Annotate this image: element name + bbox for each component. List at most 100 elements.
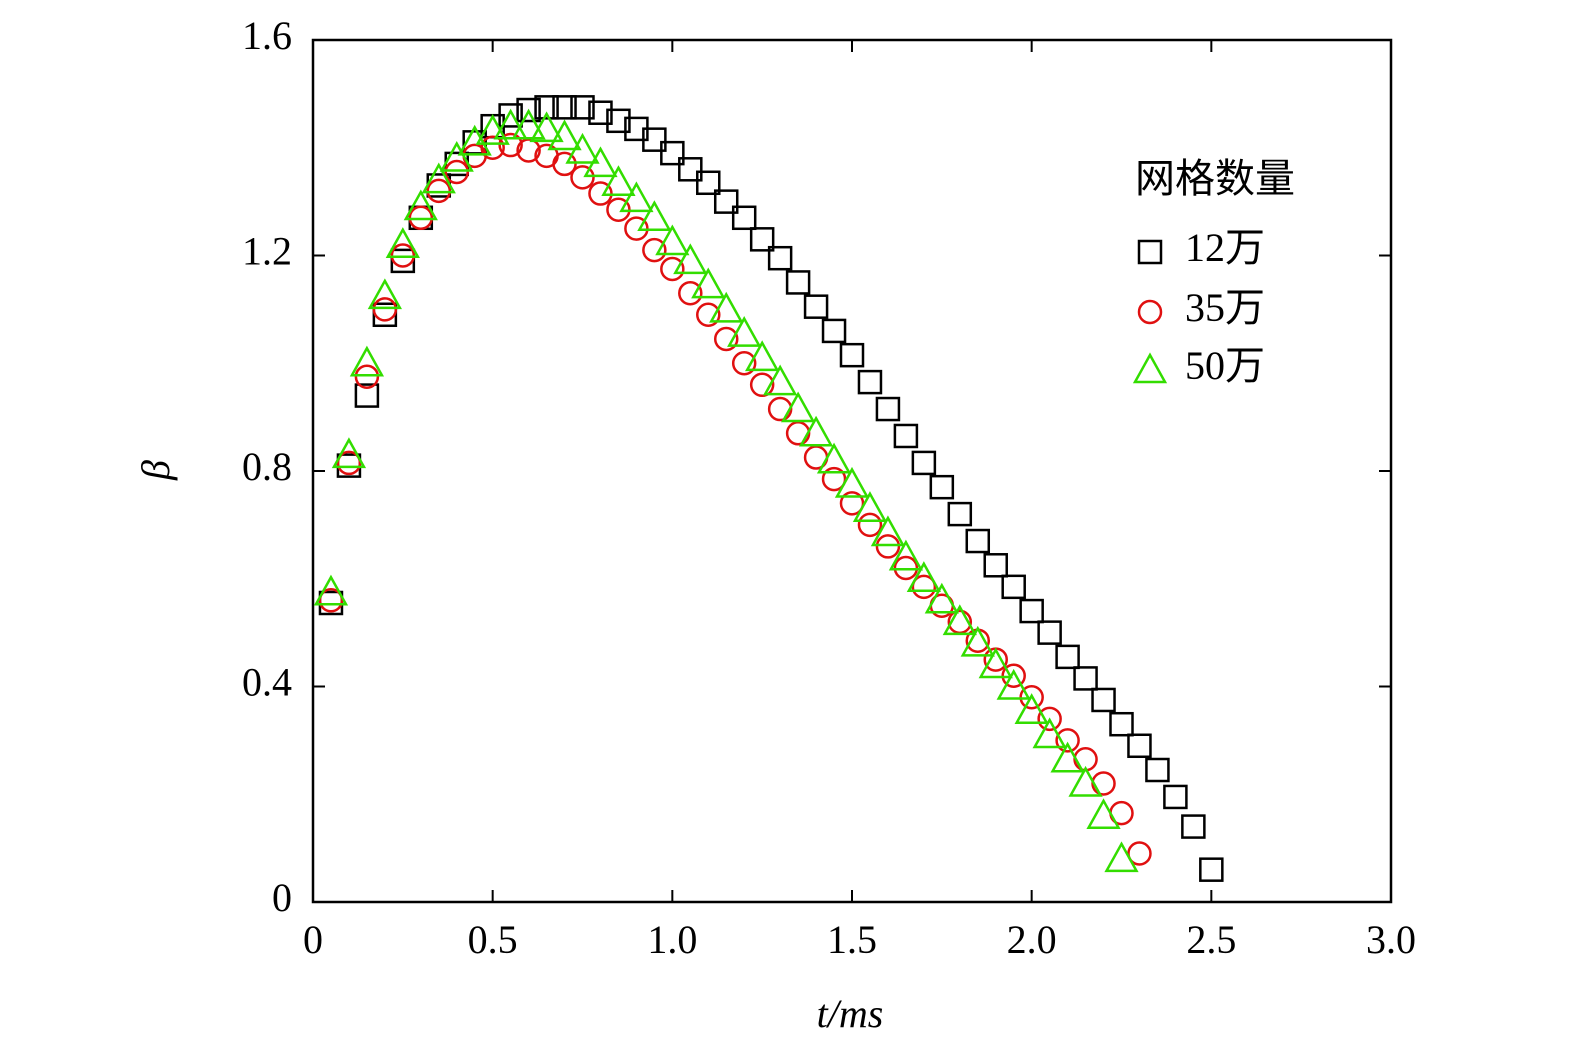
point bbox=[696, 302, 721, 328]
point bbox=[983, 553, 1008, 578]
point bbox=[749, 372, 775, 398]
point bbox=[785, 270, 811, 295]
legend-marker bbox=[1132, 352, 1168, 384]
x-axis-label: t/ms bbox=[817, 991, 884, 1036]
point bbox=[1037, 706, 1062, 732]
point bbox=[785, 421, 811, 446]
point bbox=[619, 181, 654, 213]
point bbox=[511, 108, 546, 140]
point bbox=[870, 515, 906, 547]
point bbox=[1014, 693, 1049, 724]
point bbox=[1086, 798, 1121, 830]
point bbox=[1055, 644, 1080, 670]
point bbox=[857, 512, 883, 538]
legend-label: 50万 bbox=[1185, 343, 1265, 388]
point bbox=[331, 437, 367, 469]
point bbox=[709, 291, 744, 323]
point bbox=[354, 364, 380, 389]
point bbox=[906, 561, 941, 592]
point bbox=[673, 243, 708, 275]
point bbox=[924, 582, 959, 614]
point bbox=[655, 224, 690, 256]
point bbox=[803, 294, 829, 319]
y-tick-label: 1.6 bbox=[242, 13, 292, 58]
point bbox=[516, 97, 541, 123]
point bbox=[552, 95, 577, 120]
point bbox=[996, 668, 1031, 700]
point bbox=[696, 170, 721, 196]
point bbox=[642, 127, 667, 152]
point bbox=[942, 604, 977, 636]
point bbox=[444, 159, 469, 185]
point bbox=[852, 491, 888, 522]
point bbox=[1037, 620, 1062, 645]
point bbox=[583, 146, 618, 178]
point bbox=[929, 474, 955, 500]
x-tick-label: 0 bbox=[303, 917, 323, 962]
point bbox=[947, 501, 973, 527]
point bbox=[767, 396, 793, 422]
point bbox=[1055, 728, 1080, 753]
point bbox=[354, 383, 380, 408]
point bbox=[601, 165, 636, 197]
legend-label: 12万 bbox=[1185, 225, 1265, 270]
point bbox=[1019, 598, 1044, 624]
point bbox=[713, 189, 739, 214]
point bbox=[821, 318, 847, 344]
point bbox=[439, 140, 474, 172]
point bbox=[767, 245, 793, 271]
y-tick-label: 0.8 bbox=[242, 444, 292, 489]
point bbox=[570, 165, 595, 190]
point bbox=[763, 364, 798, 396]
point bbox=[336, 450, 362, 476]
legend-title: 网格数量 bbox=[1135, 156, 1295, 201]
point bbox=[570, 95, 595, 120]
point bbox=[660, 256, 685, 282]
point bbox=[731, 351, 757, 376]
point bbox=[1032, 717, 1067, 749]
y-tick-label: 0.4 bbox=[242, 660, 292, 705]
point bbox=[965, 528, 991, 554]
point bbox=[1068, 765, 1103, 797]
point bbox=[498, 103, 523, 128]
point bbox=[1001, 574, 1026, 600]
point bbox=[493, 108, 528, 140]
point bbox=[1091, 687, 1116, 713]
point bbox=[731, 205, 757, 231]
point bbox=[911, 574, 937, 600]
point bbox=[691, 267, 726, 299]
point bbox=[1091, 771, 1116, 796]
y-tick-label: 1.2 bbox=[242, 229, 292, 274]
point bbox=[1163, 784, 1188, 810]
point bbox=[816, 442, 852, 474]
point bbox=[749, 227, 775, 252]
point bbox=[839, 491, 865, 516]
point bbox=[1181, 814, 1206, 839]
legend-label: 35万 bbox=[1185, 285, 1265, 330]
point bbox=[1109, 711, 1134, 737]
point bbox=[727, 316, 762, 347]
point bbox=[534, 95, 559, 120]
point bbox=[529, 111, 564, 143]
point bbox=[745, 340, 780, 372]
point bbox=[1145, 757, 1170, 783]
point bbox=[552, 151, 577, 177]
point bbox=[960, 625, 995, 657]
point bbox=[367, 278, 402, 310]
point bbox=[457, 124, 492, 156]
point bbox=[318, 588, 344, 613]
point bbox=[678, 280, 703, 306]
x-tick-label: 2.0 bbox=[1007, 917, 1057, 962]
point bbox=[821, 466, 847, 492]
point bbox=[637, 200, 672, 232]
point bbox=[547, 119, 582, 151]
point bbox=[565, 132, 600, 164]
point bbox=[498, 132, 523, 158]
point bbox=[978, 647, 1013, 679]
point bbox=[372, 297, 398, 322]
point bbox=[678, 157, 703, 182]
y-axis-label: β bbox=[133, 460, 178, 481]
point bbox=[1104, 841, 1139, 873]
point bbox=[660, 140, 685, 166]
